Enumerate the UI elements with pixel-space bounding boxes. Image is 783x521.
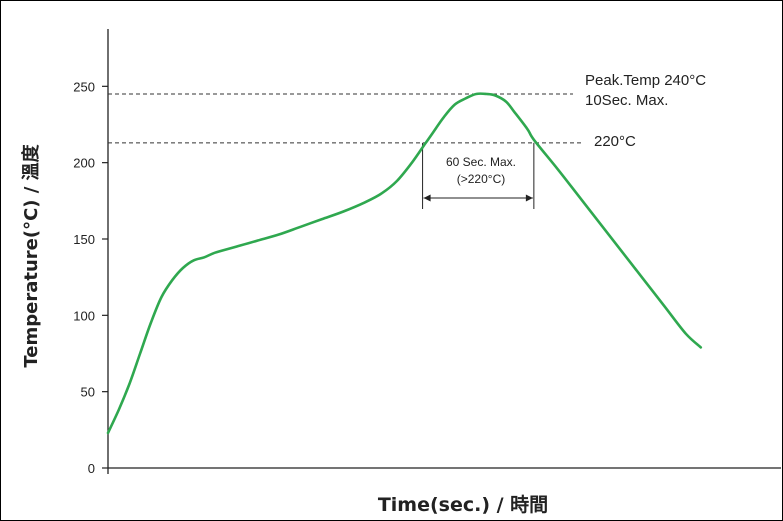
- peak-duration-label: 10Sec. Max.: [585, 92, 668, 109]
- temperature-curve-1: [106, 92, 703, 435]
- y-tick-label-200: 200: [73, 156, 95, 171]
- bracket-label-line1: 60 Sec. Max.: [446, 155, 516, 169]
- y-tick-label-50: 50: [81, 385, 95, 400]
- y-tick-label-100: 100: [73, 308, 95, 323]
- x-axis-title: Time(sec.) / 時間: [378, 494, 548, 516]
- bracket-label-line2: (>220°C): [457, 172, 506, 186]
- threshold-temp-label: 220°C: [594, 133, 636, 150]
- peak-temp-label: Peak.Temp 240°C: [585, 72, 706, 89]
- bracket-arrow-right: [525, 194, 533, 202]
- bracket-arrow-left: [423, 194, 431, 202]
- y-tick-label-0: 0: [88, 461, 95, 476]
- y-axis-title: Temperature(°C) / 溫度: [20, 143, 42, 367]
- y-tick-label-250: 250: [73, 79, 95, 94]
- y-tick-label-150: 150: [73, 232, 95, 247]
